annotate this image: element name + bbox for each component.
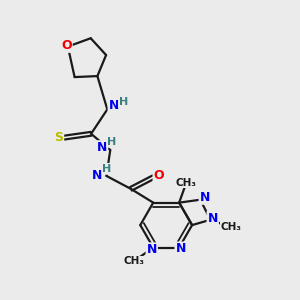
Text: O: O: [61, 39, 72, 52]
Text: O: O: [154, 169, 164, 182]
Text: CH₃: CH₃: [123, 256, 144, 266]
Text: N: N: [200, 191, 210, 204]
Text: S: S: [54, 131, 63, 144]
Text: H: H: [119, 97, 128, 107]
Text: N: N: [97, 141, 107, 154]
Text: N: N: [109, 99, 119, 112]
Text: H: H: [107, 137, 116, 147]
Text: CH₃: CH₃: [220, 222, 242, 232]
Text: N: N: [208, 212, 218, 225]
Text: N: N: [176, 242, 186, 256]
Text: N: N: [92, 169, 102, 182]
Text: H: H: [102, 164, 112, 174]
Text: N: N: [147, 243, 157, 256]
Text: CH₃: CH₃: [176, 178, 197, 188]
